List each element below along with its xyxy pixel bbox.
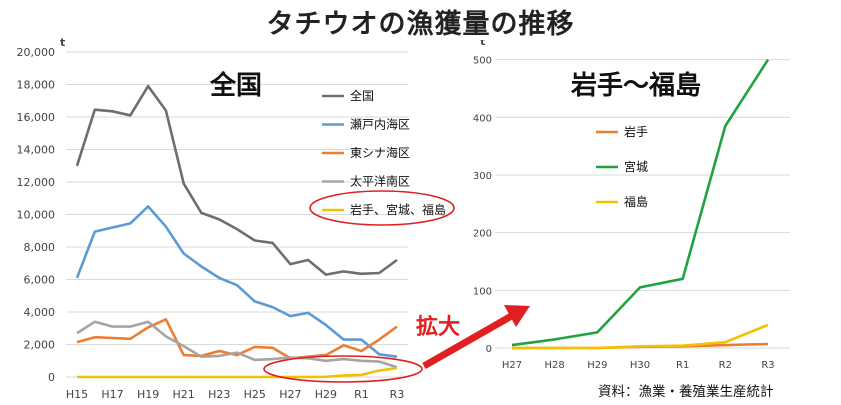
y-tick-label: 12,000 bbox=[17, 176, 56, 189]
y-tick-label: 14,000 bbox=[17, 144, 56, 157]
series-line-3 bbox=[76, 320, 398, 369]
x-tick-label: H27 bbox=[502, 360, 522, 371]
y-unit-label: t bbox=[480, 35, 485, 48]
legend-label: 宮城 bbox=[624, 159, 648, 174]
y-tick-label: 500 bbox=[473, 56, 492, 67]
y-tick-label: 4,000 bbox=[24, 306, 56, 319]
series-line-1 bbox=[511, 58, 770, 347]
x-tick-label: H28 bbox=[545, 360, 565, 371]
y-tick-label: 2,000 bbox=[24, 339, 56, 352]
y-tick-label: 16,000 bbox=[17, 111, 56, 124]
zoom-label: 拡大 bbox=[416, 315, 460, 340]
series-line-0 bbox=[75, 84, 398, 276]
legend-label: 全国 bbox=[350, 88, 374, 103]
series-line-2 bbox=[76, 317, 398, 360]
y-tick-label: 400 bbox=[473, 113, 492, 124]
legend-label: 瀬戸内海区 bbox=[350, 117, 410, 132]
series-line-2 bbox=[512, 323, 769, 350]
chart-main-title: タチウオの漁獲量の推移 bbox=[266, 9, 575, 40]
legend-label: 東シナ海区 bbox=[350, 145, 410, 160]
zoom-arrow-head bbox=[504, 305, 530, 327]
x-tick-label: H30 bbox=[630, 360, 650, 371]
source-note: 資料：漁業・養殖業生産統計 bbox=[598, 384, 774, 400]
callout-layer: 拡大 bbox=[263, 190, 530, 383]
series-line-4 bbox=[77, 366, 398, 379]
x-tick-label: H19 bbox=[137, 388, 159, 401]
y-tick-label: 6,000 bbox=[24, 274, 56, 287]
x-tick-label: H15 bbox=[66, 388, 88, 401]
legend-label: 岩手 bbox=[624, 124, 648, 139]
y-tick-label: 100 bbox=[473, 286, 492, 297]
x-tick-label: R1 bbox=[676, 360, 689, 371]
zoom-arrow-shaft bbox=[422, 310, 517, 370]
y-tick-label: 0 bbox=[48, 371, 55, 384]
data-highlight-oval bbox=[263, 355, 423, 383]
x-tick-label: H27 bbox=[279, 388, 301, 401]
x-tick-label: H21 bbox=[173, 388, 195, 401]
y-tick-label: 18,000 bbox=[17, 79, 56, 92]
y-unit-label: t bbox=[60, 36, 65, 49]
y-tick-label: 0 bbox=[486, 344, 492, 355]
legend-label: 岩手、宮城、福島 bbox=[350, 202, 446, 217]
left-chart-nationwide: 0 2,000 4,000 6,000 8,000 10,000 12,000 14,000 1… bbox=[17, 36, 447, 401]
right-chart-iwate-fukushima: 0 100 200 300 400 500 600 t H27 H28 H29 H30 R1 R2 R3 岩手… bbox=[473, 0, 790, 371]
y-tick-label: 200 bbox=[473, 229, 492, 240]
x-tick-label: H17 bbox=[101, 388, 123, 401]
y-tick-label: 300 bbox=[473, 171, 492, 182]
legend-highlight-oval bbox=[309, 190, 455, 226]
y-tick-label: 10,000 bbox=[17, 209, 56, 222]
series-line-1 bbox=[75, 205, 398, 358]
x-tick-label: H25 bbox=[244, 388, 266, 401]
legend-label: 太平洋南区 bbox=[350, 174, 410, 189]
x-tick-label: R1 bbox=[354, 388, 369, 401]
x-tick-label: R2 bbox=[719, 360, 732, 371]
x-tick-label: R3 bbox=[390, 388, 405, 401]
x-tick-label: R3 bbox=[761, 360, 774, 371]
legend-label: 福島 bbox=[624, 194, 648, 209]
x-tick-label: H29 bbox=[587, 360, 607, 371]
panel-title: 全国 bbox=[209, 70, 262, 101]
y-tick-label: 20,000 bbox=[17, 46, 56, 59]
x-tick-label: H29 bbox=[315, 388, 337, 401]
y-tick-label: 8,000 bbox=[24, 241, 56, 254]
y-tick-label: 600 bbox=[473, 0, 492, 9]
x-tick-label: H23 bbox=[208, 388, 230, 401]
panel-title: 岩手～福島 bbox=[570, 71, 701, 101]
